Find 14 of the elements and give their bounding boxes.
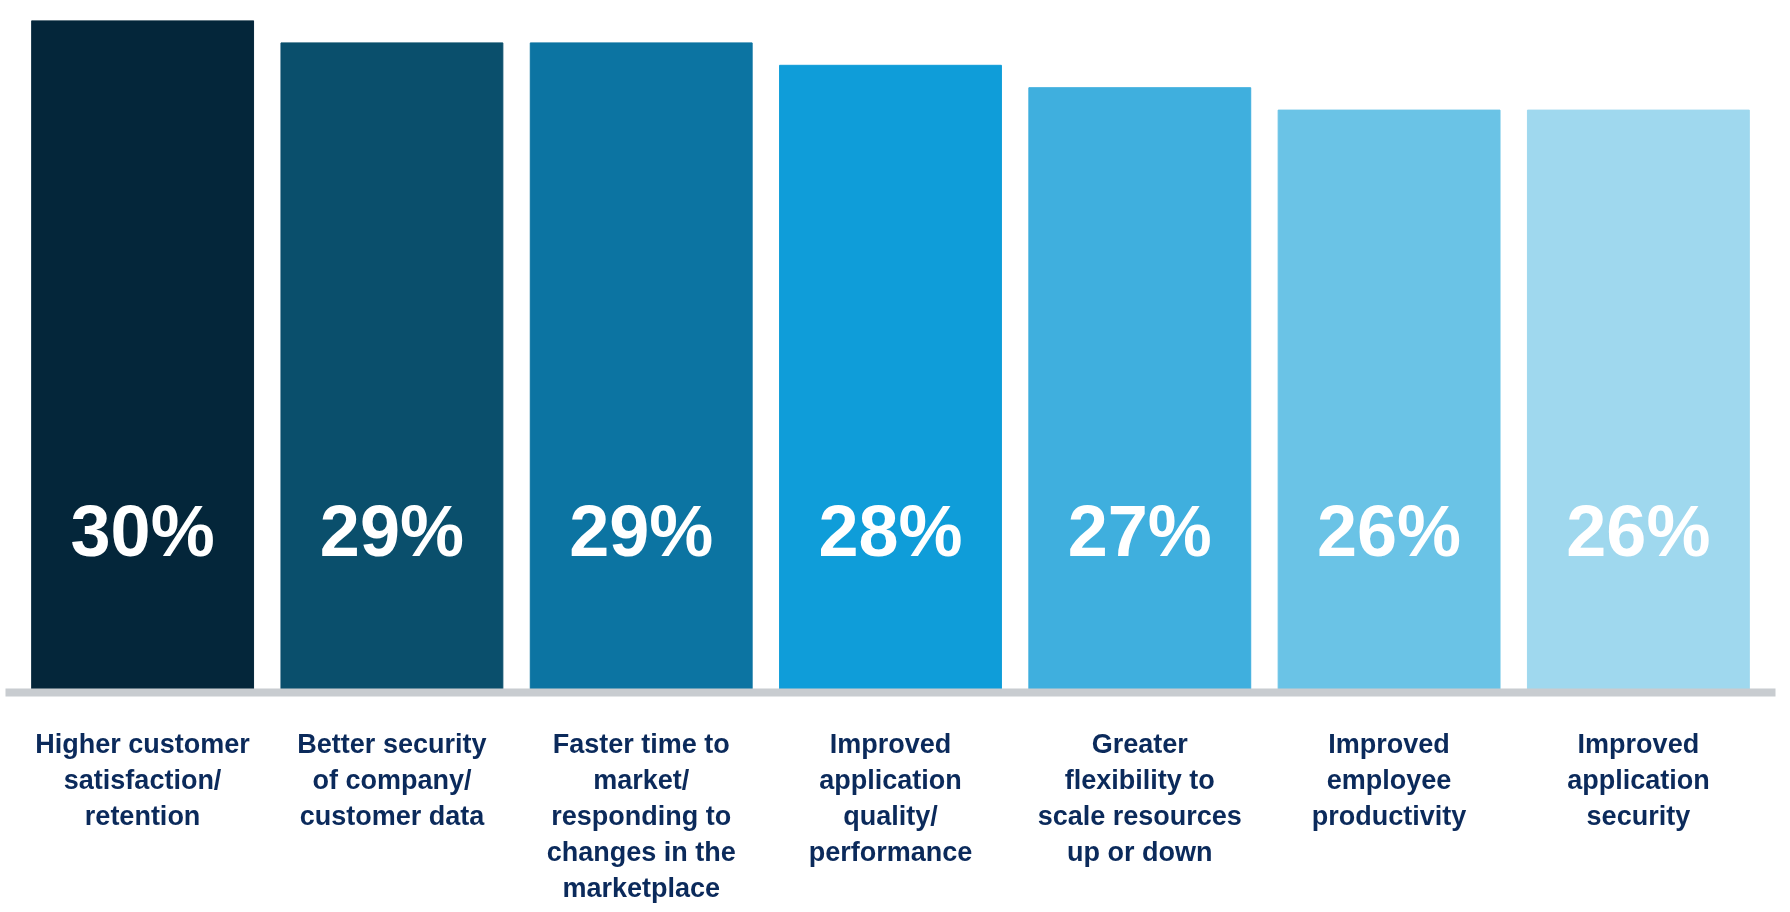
data-label: 30% [70, 491, 215, 572]
x-tick-label: Greater flexibility to scale resources up or down [1037, 728, 1242, 867]
data-label: 29% [319, 491, 464, 572]
x-tick-label: Better security of company/ customer data [297, 728, 487, 831]
data-label: 26% [1317, 491, 1462, 572]
x-tick-label: Improved application security [1567, 728, 1710, 831]
data-label: 29% [569, 491, 714, 572]
x-tick-label: Faster time to market/ responding to changes in the marketplace [546, 728, 736, 903]
x-tick-label: Improved employee productivity [1311, 728, 1467, 831]
x-tick-label: Improved application quality/ performance [808, 728, 973, 867]
data-label: 27% [1067, 491, 1212, 572]
data-label: 26% [1566, 491, 1711, 572]
x-tick-label: Higher customer satisfaction/ retention [35, 728, 251, 831]
data-label: 28% [818, 491, 963, 572]
